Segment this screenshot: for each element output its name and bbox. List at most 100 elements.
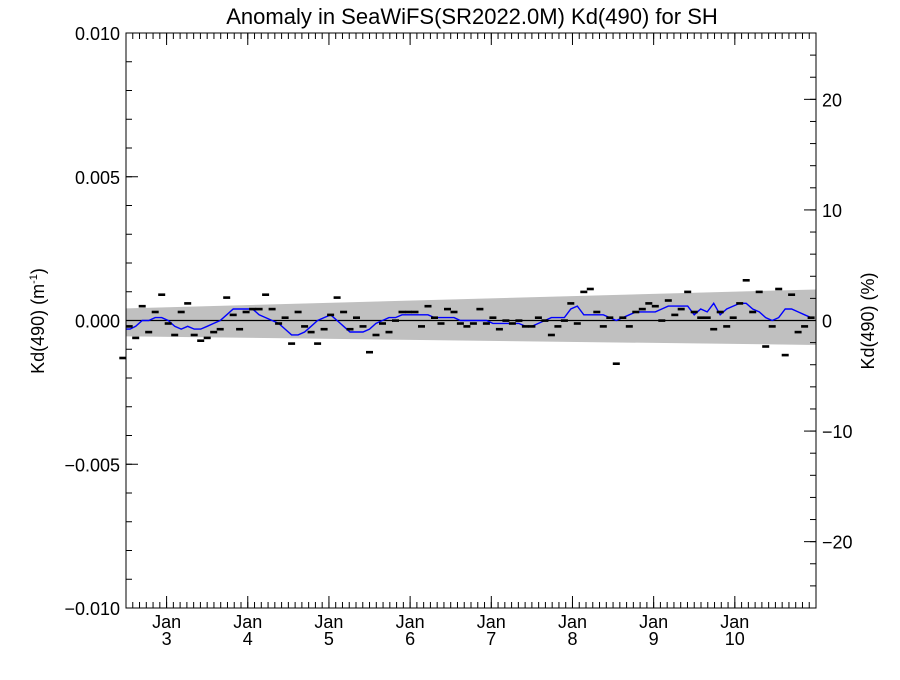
anomaly-point-bar bbox=[788, 293, 796, 296]
anomaly-point bbox=[242, 310, 250, 314]
anomaly-point bbox=[353, 316, 360, 319]
anomaly-point bbox=[508, 322, 516, 325]
anomaly-point bbox=[216, 327, 224, 331]
anomaly-point-bar bbox=[294, 310, 302, 314]
anomaly-point bbox=[755, 290, 763, 294]
anomaly-point bbox=[119, 356, 127, 360]
anomaly-point bbox=[482, 322, 490, 325]
anomaly-point-bar bbox=[573, 322, 581, 325]
anomaly-point-bar bbox=[171, 333, 179, 337]
anomaly-point bbox=[268, 307, 276, 311]
anomaly-point bbox=[229, 313, 237, 317]
anomaly-point bbox=[392, 319, 399, 322]
anomaly-point bbox=[333, 296, 341, 299]
anomaly-point-bar bbox=[664, 299, 672, 302]
anomaly-point bbox=[495, 327, 503, 331]
x-tick-month: Jan bbox=[314, 612, 343, 632]
anomaly-point-bar bbox=[197, 339, 205, 342]
anomaly-point bbox=[606, 316, 614, 319]
anomaly-point-bar bbox=[586, 287, 594, 291]
anomaly-point bbox=[366, 350, 373, 354]
anomaly-point-bar bbox=[268, 307, 276, 311]
anomaly-point-bar bbox=[554, 325, 562, 328]
anomaly-point bbox=[236, 327, 244, 331]
anomaly-point-bar bbox=[632, 310, 640, 314]
anomaly-point-bar bbox=[164, 322, 172, 325]
anomaly-point bbox=[664, 299, 672, 302]
anomaly-point-bar bbox=[749, 310, 757, 314]
anomaly-point-bar bbox=[489, 316, 497, 319]
anomaly-point-bar bbox=[333, 296, 341, 299]
anomaly-point-bar bbox=[677, 307, 685, 311]
anomaly-point-bar bbox=[125, 325, 133, 328]
anomaly-point-bar bbox=[690, 310, 698, 314]
anomaly-point-bar bbox=[132, 336, 140, 340]
anomaly-point-bar bbox=[794, 330, 802, 334]
anomaly-point-bar bbox=[190, 333, 198, 337]
anomaly-point-bar bbox=[456, 322, 464, 325]
anomaly-point-bar bbox=[619, 316, 627, 319]
anomaly-point-bar bbox=[729, 316, 737, 319]
anomaly-point bbox=[612, 362, 620, 365]
anomaly-point-bar bbox=[801, 325, 809, 328]
anomaly-point bbox=[327, 313, 335, 317]
anomaly-point-bar bbox=[242, 310, 250, 314]
anomaly-point bbox=[749, 310, 757, 314]
anomaly-point bbox=[262, 293, 270, 296]
anomaly-point-bar bbox=[307, 330, 315, 334]
anomaly-point-bar bbox=[521, 325, 529, 328]
left-y-axis: −0.010 −0.005 0.000 0.005 0.010 bbox=[64, 24, 138, 619]
anomaly-point bbox=[697, 316, 705, 319]
left-tick-label: −0.005 bbox=[64, 455, 120, 475]
anomaly-point bbox=[489, 316, 497, 319]
anomaly-point bbox=[554, 325, 562, 328]
anomaly-point-bar bbox=[476, 307, 484, 311]
x-tick-year: 9 bbox=[649, 629, 659, 649]
anomaly-point-bar bbox=[450, 310, 458, 314]
anomaly-point bbox=[424, 304, 432, 308]
anomaly-point bbox=[294, 310, 302, 314]
anomaly-point-bar bbox=[567, 302, 575, 305]
anomaly-point bbox=[775, 287, 783, 291]
anomaly-point-bar bbox=[314, 342, 322, 345]
uncertainty-band bbox=[126, 289, 816, 345]
anomaly-point bbox=[255, 307, 263, 311]
anomaly-point-bar bbox=[340, 310, 348, 314]
anomaly-point bbox=[288, 342, 296, 345]
anomaly-point-bar bbox=[392, 319, 399, 322]
anomaly-point-bar bbox=[184, 302, 192, 305]
anomaly-point bbox=[307, 330, 315, 334]
anomaly-point bbox=[385, 330, 393, 334]
anomaly-point-bar bbox=[775, 287, 783, 291]
left-tick-label: 0.005 bbox=[75, 168, 120, 188]
anomaly-point bbox=[547, 333, 555, 337]
anomaly-point-bar bbox=[151, 310, 159, 314]
anomaly-point bbox=[528, 325, 536, 328]
anomaly-point bbox=[145, 330, 153, 334]
anomaly-point bbox=[456, 322, 464, 325]
anomaly-point-bar bbox=[534, 316, 542, 319]
anomaly-point-bar bbox=[437, 322, 445, 325]
anomaly-point bbox=[431, 316, 438, 319]
anomaly-point-bar bbox=[502, 319, 510, 322]
x-tick-year: 10 bbox=[725, 629, 745, 649]
x-tick-month: Jan bbox=[477, 612, 506, 632]
anomaly-point bbox=[463, 325, 471, 328]
anomaly-point-bar bbox=[424, 304, 432, 308]
anomaly-point bbox=[671, 313, 679, 317]
anomaly-point bbox=[684, 290, 692, 294]
anomaly-point-bar bbox=[138, 304, 146, 308]
anomaly-point-bar bbox=[651, 304, 659, 308]
anomaly-point bbox=[703, 316, 711, 319]
anomaly-point bbox=[534, 316, 542, 319]
anomaly-point bbox=[418, 325, 425, 328]
anomaly-point-bar bbox=[768, 325, 776, 328]
anomaly-point bbox=[645, 302, 653, 305]
anomaly-point bbox=[437, 322, 445, 325]
anomaly-point-bar bbox=[145, 330, 153, 334]
anomaly-point bbox=[515, 319, 523, 322]
anomaly-point-bar bbox=[249, 307, 257, 311]
anomaly-point bbox=[619, 316, 627, 319]
anomaly-point-bar bbox=[366, 350, 373, 354]
